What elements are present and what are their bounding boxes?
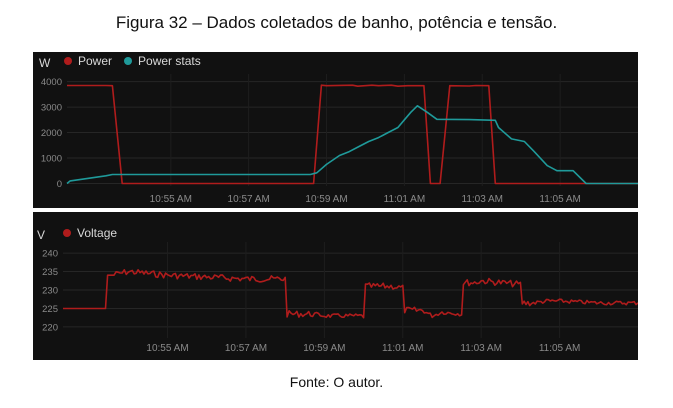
power-chart-panel: 0 1000 2000 3000 4000 10:55 AM 10:57 AM 10:59 A… — [33, 52, 638, 208]
y-tick-label: 220 — [42, 322, 58, 333]
voltage-chart: 220 225 230 235 240 10:55 AM 10:57 AM 10:59 AM 1… — [42, 242, 638, 354]
x-tick-label: 10:55 AM — [146, 343, 188, 354]
x-tick-label: 11:01 AM — [382, 343, 424, 354]
y-tick-label: 3000 — [41, 103, 62, 114]
y-tick-label: 235 — [42, 267, 58, 278]
x-tick-label: 10:55 AM — [150, 194, 192, 205]
y-tick-label: 0 — [57, 179, 62, 190]
legend-label-power: Power — [78, 54, 113, 68]
series-line-voltage — [63, 269, 638, 319]
legend-item-power[interactable]: Power — [64, 54, 112, 68]
figure-caption: Figura 32 – Dados coletados de banho, po… — [115, 13, 558, 32]
y-tick-label: 2000 — [41, 128, 62, 139]
x-tick-label: 11:03 AM — [460, 343, 502, 354]
figure-source: Fonte: O autor. — [289, 374, 384, 390]
y-tick-label: 4000 — [41, 77, 62, 88]
legend-item-power-stats[interactable]: Power stats — [124, 54, 201, 68]
power-legend: Power Power stats — [64, 54, 201, 68]
voltage-legend-dot — [63, 229, 71, 237]
x-tick-label: 11:05 AM — [539, 343, 581, 354]
x-tick-label: 10:59 AM — [305, 194, 347, 205]
y-tick-label: 1000 — [41, 154, 62, 165]
y-tick-label: 225 — [42, 304, 58, 315]
power-y-axis-label: W — [39, 56, 51, 70]
legend-label-power-stats: Power stats — [138, 54, 201, 68]
voltage-legend: Voltage — [63, 226, 117, 240]
voltage-chart-panel: 220 225 230 235 240 10:55 AM 10:57 AM 10:59 AM 1… — [33, 212, 638, 360]
power-legend-dot — [64, 57, 72, 65]
legend-item-voltage[interactable]: Voltage — [63, 226, 117, 240]
y-tick-label: 240 — [42, 249, 58, 260]
power-stats-legend-dot — [124, 57, 133, 65]
y-tick-label: 230 — [42, 286, 58, 297]
x-tick-label: 10:57 AM — [225, 343, 267, 354]
series-line-power — [67, 84, 638, 185]
x-tick-label: 11:01 AM — [384, 194, 426, 205]
legend-label-voltage: Voltage — [77, 226, 118, 240]
x-tick-label: 10:59 AM — [303, 343, 345, 354]
x-tick-label: 10:57 AM — [228, 194, 270, 205]
x-tick-label: 11:05 AM — [539, 194, 581, 205]
series-line-power-stats — [66, 105, 638, 185]
x-tick-label: 11:03 AM — [462, 194, 504, 205]
voltage-y-axis-label: V — [37, 228, 46, 242]
power-chart: 0 1000 2000 3000 4000 10:55 AM 10:57 AM 10:59 A… — [41, 74, 638, 205]
